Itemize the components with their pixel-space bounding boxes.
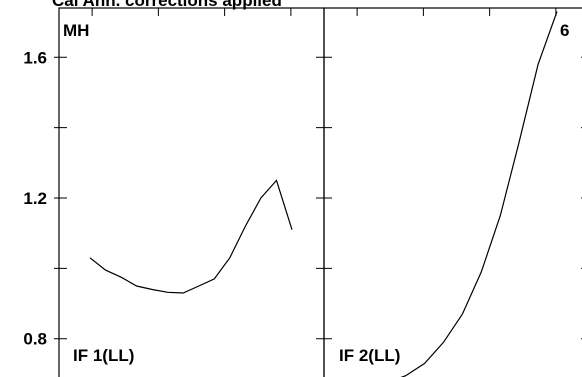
ytick-label: 1.2	[23, 189, 47, 208]
ytick-label: 0.8	[23, 330, 47, 349]
panel-if1-ytick-labels: 0.8 1.2 1.6	[23, 48, 47, 348]
panel-if1-series-label: IF 1(LL)	[73, 346, 134, 365]
panel-if1: MH IF 1(LL) 0.8 1.2 1.6	[23, 7, 325, 377]
panel-if2-corner-label: 6	[560, 21, 569, 40]
figure-header-text: Cal Ann. corrections applied	[52, 0, 282, 10]
panel-if2-series-line	[400, 11, 558, 377]
panel-if2-ticks	[324, 8, 582, 340]
panel-if1-series-line	[89, 179, 293, 294]
panel-if1-frame	[58, 7, 325, 377]
panel-if1-corner-label: MH	[63, 21, 89, 40]
panel-if1-ticks	[54, 8, 324, 340]
panel-if2: 6 IF 2(LL)	[323, 7, 582, 377]
ytick-label: 1.6	[23, 48, 47, 67]
panel-if2-series-label: IF 2(LL)	[339, 346, 400, 365]
panel-if2-frame	[323, 7, 582, 377]
